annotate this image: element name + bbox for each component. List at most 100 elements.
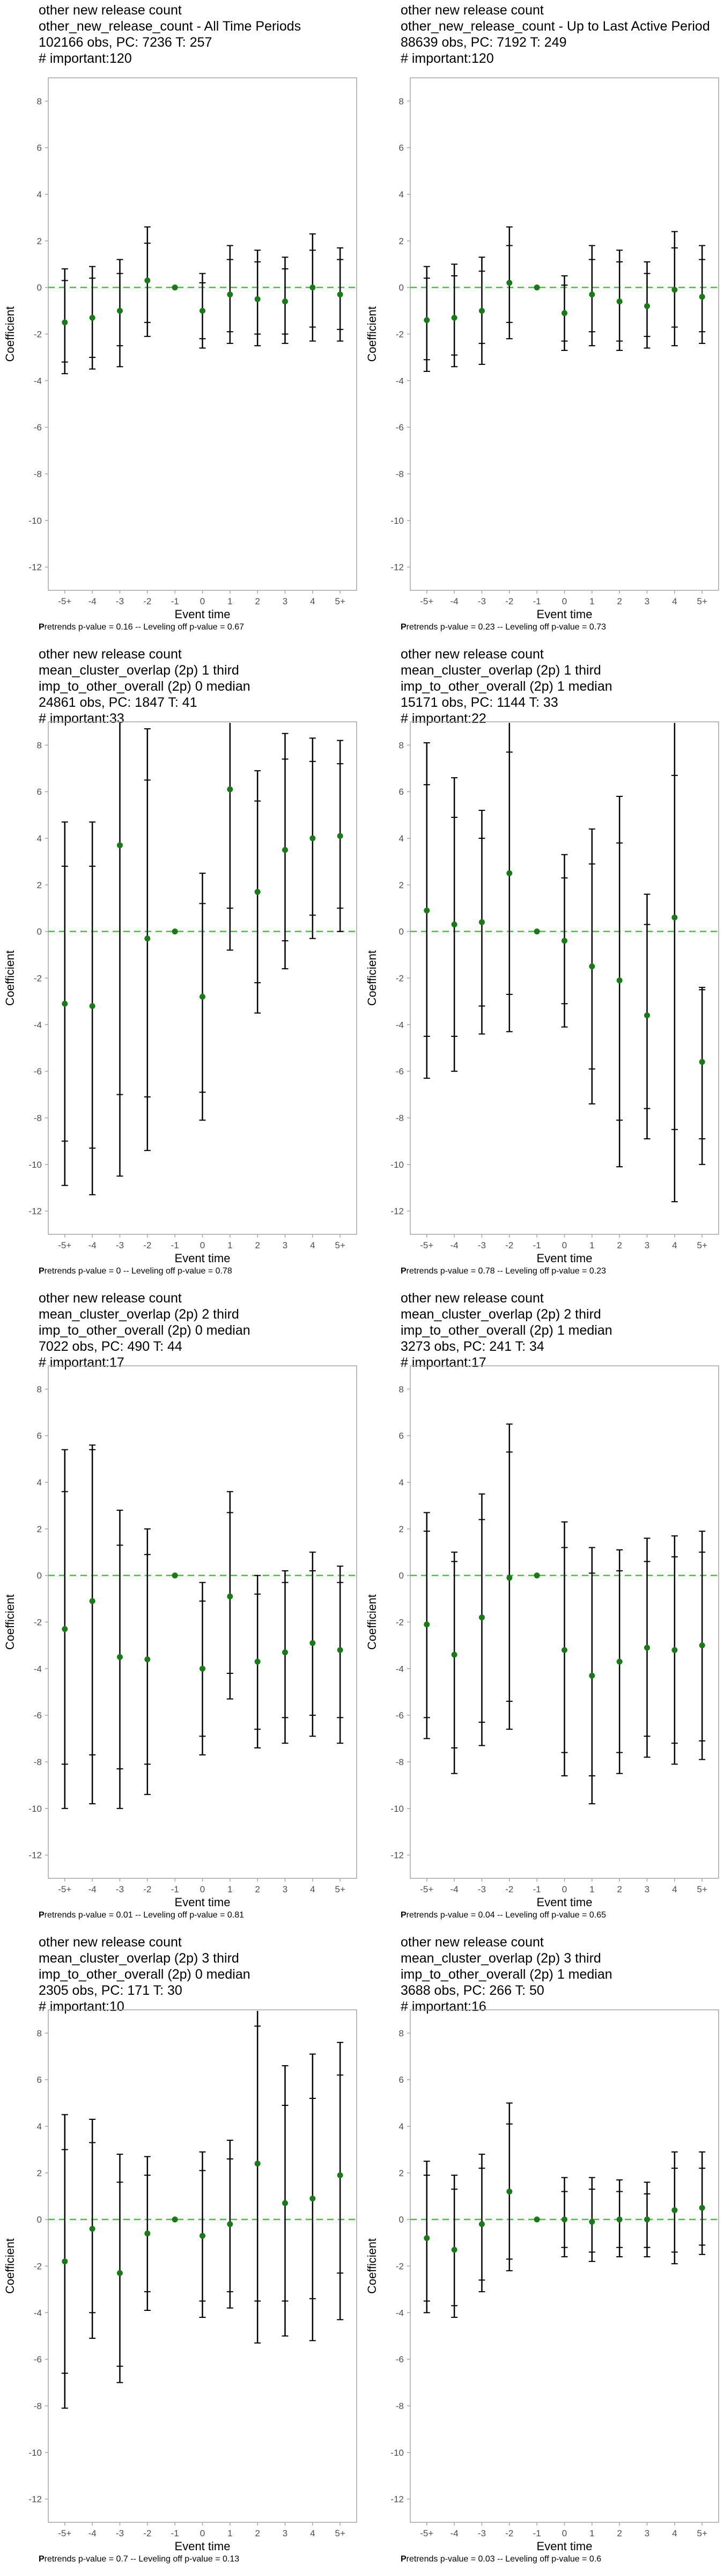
y-tick-label: 2 bbox=[37, 1524, 42, 1534]
x-tick-label: 1 bbox=[227, 1884, 232, 1894]
panel-title-line: # important:22 bbox=[401, 711, 486, 726]
x-tick-label: 4 bbox=[310, 596, 315, 606]
y-tick-label: 8 bbox=[37, 740, 42, 750]
footnote-initial: P bbox=[401, 1267, 407, 1276]
y-tick-label: -6 bbox=[396, 2354, 404, 2365]
y-tick-label: 8 bbox=[37, 1384, 42, 1394]
x-tick-label: -4 bbox=[88, 596, 97, 606]
footnote-text: retrends p-value = 0.03 -- Leveling off … bbox=[406, 2555, 602, 2564]
panel-title-line: other_new_release_count - All Time Perio… bbox=[39, 19, 301, 34]
y-tick-label: 8 bbox=[399, 1384, 404, 1394]
panel-title-line: imp_to_other_overall (2p) 1 median bbox=[401, 1967, 612, 1982]
x-tick-label: -4 bbox=[450, 1884, 459, 1894]
coefficient-point bbox=[424, 2235, 430, 2241]
y-tick-label: 2 bbox=[37, 880, 42, 890]
coefficient-point bbox=[282, 1649, 289, 1656]
y-tick-label: -10 bbox=[390, 1160, 404, 1170]
panel-title-line: other new release count bbox=[401, 647, 544, 662]
panel-title-line: 3273 obs, PC: 241 T: 34 bbox=[401, 1339, 544, 1354]
panel-title-line: # important:10 bbox=[39, 1999, 124, 2014]
coefficient-point bbox=[62, 2258, 68, 2265]
y-tick-label: 2 bbox=[37, 236, 42, 246]
y-tick-label: 0 bbox=[37, 2215, 42, 2225]
y-tick-label: 8 bbox=[37, 2028, 42, 2038]
panel-title-line: 3688 obs, PC: 266 T: 50 bbox=[401, 1983, 544, 1998]
coefficient-point bbox=[62, 1000, 68, 1007]
y-tick-label: -2 bbox=[396, 1618, 404, 1628]
panel-title-line: # important:33 bbox=[39, 711, 124, 726]
footnote-text: retrends p-value = 0 -- Leveling off p-v… bbox=[44, 1267, 232, 1276]
coefficient-point bbox=[282, 298, 289, 305]
coefficient-point bbox=[506, 280, 513, 286]
y-tick-label: 0 bbox=[37, 1571, 42, 1581]
x-tick-label: 0 bbox=[562, 2528, 567, 2538]
y-tick-label: 6 bbox=[37, 143, 42, 153]
coefficient-point bbox=[62, 319, 68, 326]
x-tick-label: 1 bbox=[227, 596, 232, 606]
coefficient-point bbox=[144, 277, 151, 284]
x-tick-label: 5+ bbox=[697, 1240, 707, 1250]
pvalue-footnote: Pretrends p-value = 0.01 -- Leveling off… bbox=[39, 1911, 244, 1920]
panel-title-line: # important:16 bbox=[401, 1999, 486, 2014]
y-tick-label: -12 bbox=[390, 1850, 404, 1861]
x-tick-label: 2 bbox=[617, 2528, 622, 2538]
coefficient-point bbox=[254, 889, 261, 895]
x-tick-label: 0 bbox=[562, 1884, 567, 1894]
y-tick-label: 0 bbox=[37, 927, 42, 937]
x-axis-title: Event time bbox=[537, 1252, 593, 1265]
coefficient-point bbox=[534, 1572, 540, 1579]
coefficient-point bbox=[589, 1672, 595, 1679]
y-tick-label: 4 bbox=[399, 2121, 404, 2132]
x-tick-label: 5+ bbox=[697, 596, 707, 606]
coefficient-point bbox=[254, 2161, 261, 2167]
y-tick-label: -6 bbox=[396, 1710, 404, 1721]
pvalue-footnote: Pretrends p-value = 0.16 -- Leveling off… bbox=[39, 623, 244, 632]
y-tick-label: -2 bbox=[34, 330, 42, 340]
y-tick-label: -12 bbox=[28, 1206, 42, 1217]
coefficient-point bbox=[506, 1575, 513, 1581]
x-tick-label: -1 bbox=[533, 1240, 541, 1250]
coefficient-point bbox=[172, 1572, 178, 1579]
x-tick-label: -5+ bbox=[58, 596, 71, 606]
y-tick-label: -10 bbox=[390, 2448, 404, 2458]
x-tick-label: 5+ bbox=[335, 596, 345, 606]
coefficient-point bbox=[562, 2216, 567, 2223]
coefficient-point bbox=[671, 1647, 678, 1653]
footnote-text: retrends p-value = 0.7 -- Leveling off p… bbox=[44, 2555, 240, 2564]
y-tick-label: -8 bbox=[34, 1113, 42, 1123]
y-tick-label: 8 bbox=[37, 96, 42, 106]
panel-title-line: # important:17 bbox=[39, 1355, 124, 1370]
y-tick-label: 6 bbox=[399, 787, 404, 797]
x-tick-label: -1 bbox=[171, 2528, 179, 2538]
coefficient-point bbox=[506, 870, 513, 876]
coefficient-point bbox=[534, 928, 540, 935]
y-tick-label: 0 bbox=[399, 927, 404, 937]
panel-title-line: other new release count bbox=[401, 1291, 544, 1306]
coefficient-point bbox=[534, 2216, 540, 2223]
y-tick-label: -10 bbox=[28, 516, 42, 526]
y-tick-label: 4 bbox=[399, 189, 404, 200]
y-tick-label: -2 bbox=[396, 2262, 404, 2272]
y-tick-label: -4 bbox=[34, 376, 42, 386]
x-tick-label: -3 bbox=[116, 2528, 124, 2538]
coefficient-point bbox=[562, 1647, 567, 1653]
panel-title-line: imp_to_other_overall (2p) 1 median bbox=[401, 1323, 612, 1338]
y-tick-label: 0 bbox=[399, 1571, 404, 1581]
x-tick-label: -1 bbox=[533, 2528, 541, 2538]
panel-title: other new release count mean_cluster_over… bbox=[401, 646, 612, 727]
coefficient-point bbox=[144, 2230, 151, 2237]
coefficient-point bbox=[451, 921, 457, 928]
y-tick-label: -2 bbox=[34, 2262, 42, 2272]
x-tick-label: 2 bbox=[255, 1884, 260, 1894]
x-axis-title: Event time bbox=[537, 608, 593, 621]
coefficient-point bbox=[562, 938, 567, 944]
coefficient-point bbox=[616, 1658, 623, 1665]
x-tick-label: 0 bbox=[200, 2528, 205, 2538]
coefficient-point bbox=[337, 291, 343, 298]
panel-title-line: 24861 obs, PC: 1847 T: 41 bbox=[39, 695, 197, 710]
y-tick-label: 4 bbox=[37, 833, 42, 844]
y-axis-title: Coefficient bbox=[3, 2238, 17, 2294]
